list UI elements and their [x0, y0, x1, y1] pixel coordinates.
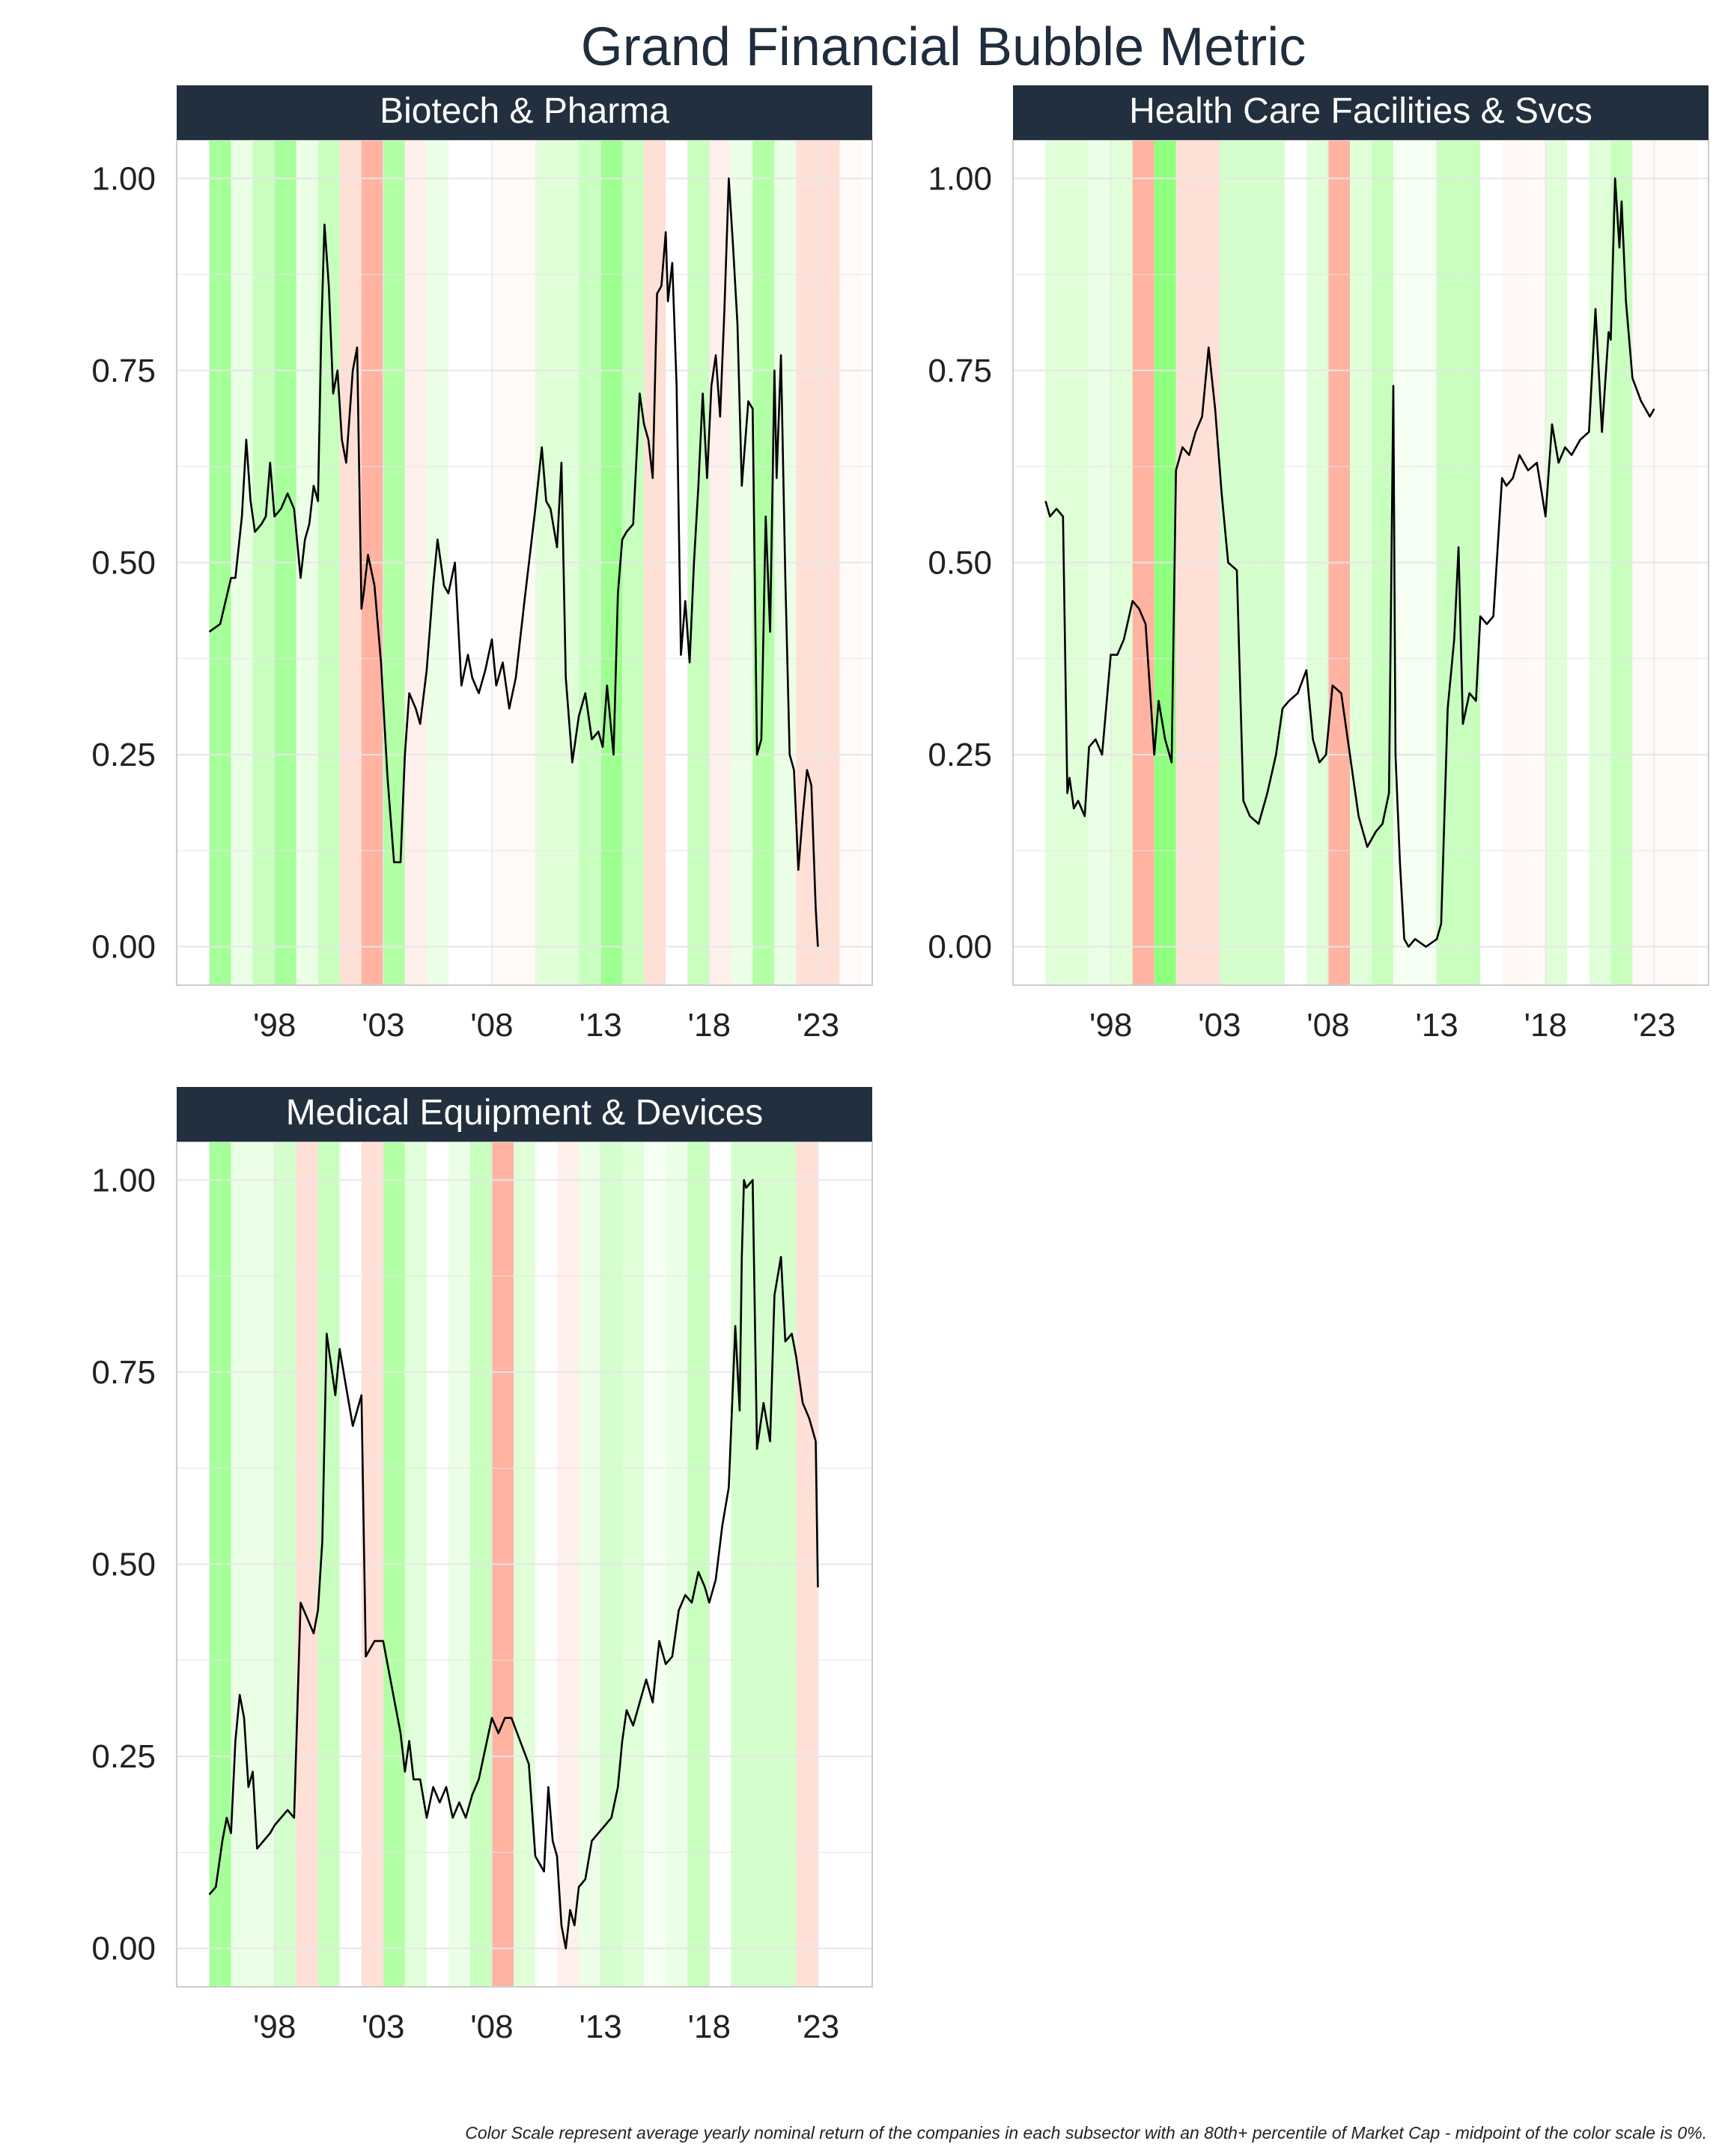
y-tick-label: 0.75	[91, 353, 156, 389]
y-tick-label: 0.50	[91, 545, 156, 582]
x-tick-label: '03	[1198, 1007, 1241, 1044]
x-tick-label: '03	[362, 2009, 404, 2045]
chart-title: Grand Financial Bubble Metric	[580, 17, 1306, 77]
panel-strip	[177, 85, 872, 140]
panel-3: Medical Equipment & Devices 0.00 0.25 0.50 0…	[91, 1087, 883, 2045]
panel-2: Health Care Facilities & Svcs 0.00 0.25 0.5…	[928, 85, 1720, 1044]
panel-strip	[177, 1087, 872, 1142]
panel-title: Biotech & Pharma	[380, 91, 669, 131]
panel-1: Biotech & Pharma 0.00 0.25 0.50 0.75 1.00 '98 '…	[91, 85, 883, 1044]
y-tick-label: 0.50	[928, 545, 992, 582]
y-tick-label: 1.00	[91, 160, 156, 197]
x-tick-label: '18	[1524, 1007, 1567, 1044]
color-scale-caption: Color Scale represent average yearly nom…	[465, 2123, 1707, 2143]
x-tick-label: '08	[470, 2009, 513, 2045]
y-tick-label: 0.00	[91, 929, 156, 966]
x-tick-label: '03	[362, 1007, 404, 1044]
x-tick-label: '98	[253, 1007, 296, 1044]
x-tick-label: '13	[579, 1007, 621, 1044]
y-tick-label: 1.00	[928, 160, 992, 197]
x-tick-label: '23	[1633, 1007, 1676, 1044]
panel-strip	[1013, 85, 1709, 140]
y-tick-label: 0.25	[91, 1738, 156, 1775]
x-tick-label: '98	[1089, 1007, 1132, 1044]
y-tick-label: 0.75	[91, 1354, 156, 1391]
x-tick-label: '23	[797, 1007, 839, 1044]
x-tick-label: '98	[253, 2009, 296, 2045]
series-line	[208, 1179, 819, 1949]
y-tick-label: 0.25	[91, 737, 156, 773]
series-line	[1044, 177, 1655, 948]
y-tick-label: 0.50	[91, 1547, 156, 1583]
panel-title: Medical Equipment & Devices	[286, 1093, 764, 1133]
x-tick-label: '08	[1306, 1007, 1349, 1044]
x-tick-label: '23	[797, 2009, 839, 2045]
x-tick-label: '18	[688, 2009, 731, 2045]
y-tick-label: 1.00	[91, 1162, 156, 1199]
series-line	[208, 177, 819, 947]
y-tick-label: 0.25	[928, 737, 992, 773]
x-tick-label: '08	[470, 1007, 513, 1044]
y-tick-label: 0.00	[928, 929, 992, 966]
x-tick-label: '13	[579, 2009, 621, 2045]
y-tick-label: 0.75	[928, 353, 992, 389]
x-tick-label: '18	[688, 1007, 731, 1044]
x-tick-label: '13	[1415, 1007, 1458, 1044]
y-tick-label: 0.00	[91, 1931, 156, 1967]
panel-title: Health Care Facilities & Svcs	[1129, 91, 1592, 131]
